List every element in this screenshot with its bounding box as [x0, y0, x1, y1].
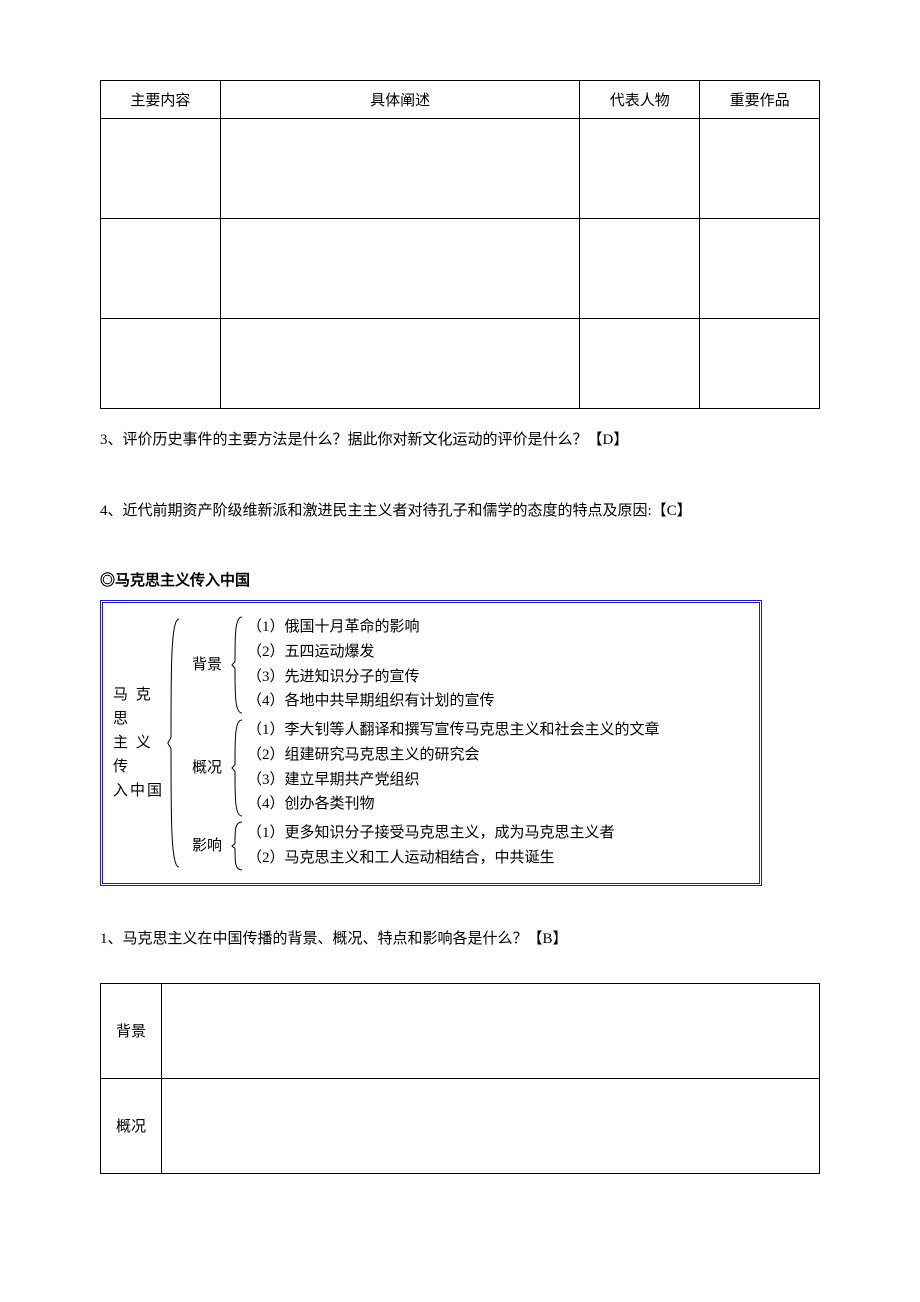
- table-row: 背景: [101, 983, 820, 1078]
- list-item: （1）俄国十月革命的影响: [247, 615, 751, 640]
- marxism-outline-diagram: 马 克 思 主 义 传 入中国 背景 （1: [100, 600, 762, 886]
- root-brace-icon: [167, 613, 183, 873]
- table-row: 概况: [101, 1078, 820, 1173]
- content-table: 主要内容 具体阐述 代表人物 重要作品: [100, 80, 820, 409]
- col-header-works: 重要作品: [700, 81, 820, 119]
- question-4: 4、近代前期资产阶级维新派和激进民主主义者对待孔子和儒学的态度的特点及原因:【C…: [100, 498, 820, 525]
- cell: [700, 219, 820, 319]
- diagram-group-impact: 影响 （1）更多知识分子接受马克思主义，成为马克思主义者 （2）马克思主义和工人…: [183, 819, 751, 873]
- cell: [101, 319, 221, 409]
- group-label: 影响: [183, 834, 231, 858]
- cell: [700, 119, 820, 219]
- list-item: （1）李大钊等人翻译和撰写宣传马克思主义和社会主义的文章: [247, 718, 751, 743]
- row-label-background: 背景: [101, 983, 162, 1078]
- cell: [580, 119, 700, 219]
- question-1b: 1、马克思主义在中国传播的背景、概况、特点和影响各是什么？【B】: [100, 926, 820, 953]
- cell: [220, 119, 580, 219]
- row-label-overview: 概况: [101, 1078, 162, 1173]
- cell: [162, 983, 820, 1078]
- root-line: 马 克 思: [113, 683, 167, 731]
- diagram-group-background: 背景 （1）俄国十月革命的影响 （2）五四运动爆发 （3）先进知识分子的宣传 （…: [183, 613, 751, 716]
- list-item: （4）创办各类刊物: [247, 792, 751, 817]
- col-header-people: 代表人物: [580, 81, 700, 119]
- table-row: [101, 119, 820, 219]
- cell: [700, 319, 820, 409]
- list-item: （4）各地中共早期组织有计划的宣传: [247, 689, 751, 714]
- group-brace-icon: [231, 820, 245, 872]
- list-item: （3）先进知识分子的宣传: [247, 665, 751, 690]
- col-header-main: 主要内容: [101, 81, 221, 119]
- cell: [580, 219, 700, 319]
- cell: [162, 1078, 820, 1173]
- list-item: （2）马克思主义和工人运动相结合，中共诞生: [247, 846, 751, 871]
- diagram-groups: 背景 （1）俄国十月革命的影响 （2）五四运动爆发 （3）先进知识分子的宣传 （…: [183, 613, 751, 873]
- marxism-fill-table: 背景 概况: [100, 983, 820, 1174]
- table-row: [101, 219, 820, 319]
- cell: [101, 119, 221, 219]
- list-item: （1）更多知识分子接受马克思主义，成为马克思主义者: [247, 821, 751, 846]
- table-header-row: 主要内容 具体阐述 代表人物 重要作品: [101, 81, 820, 119]
- root-line: 入中国: [113, 779, 167, 803]
- cell: [220, 219, 580, 319]
- list-item: （2）五四运动爆发: [247, 640, 751, 665]
- question-3: 3、评价历史事件的主要方法是什么？据此你对新文化运动的评价是什么？【D】: [100, 427, 820, 454]
- list-item: （3）建立早期共产党组织: [247, 768, 751, 793]
- root-line: 主 义 传: [113, 731, 167, 779]
- group-brace-icon: [231, 615, 245, 715]
- col-header-detail: 具体阐述: [220, 81, 580, 119]
- group-brace-icon: [231, 718, 245, 818]
- list-item: （2）组建研究马克思主义的研究会: [247, 743, 751, 768]
- cell: [220, 319, 580, 409]
- group-label: 概况: [183, 756, 231, 780]
- cell: [101, 219, 221, 319]
- diagram-root-label: 马 克 思 主 义 传 入中国: [111, 613, 167, 873]
- section-heading: ◎马克思主义传入中国: [100, 569, 820, 590]
- table-row: [101, 319, 820, 409]
- diagram-group-overview: 概况 （1）李大钊等人翻译和撰写宣传马克思主义和社会主义的文章 （2）组建研究马…: [183, 716, 751, 819]
- cell: [580, 319, 700, 409]
- group-label: 背景: [183, 653, 231, 677]
